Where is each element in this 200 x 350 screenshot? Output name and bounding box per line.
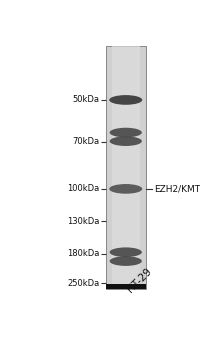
Bar <box>112 46 140 289</box>
Text: HT-29: HT-29 <box>126 266 154 294</box>
Text: 100kDa: 100kDa <box>67 184 99 194</box>
Text: 50kDa: 50kDa <box>72 96 99 104</box>
Text: 180kDa: 180kDa <box>67 249 99 258</box>
Text: 130kDa: 130kDa <box>67 217 99 226</box>
Bar <box>106 284 146 289</box>
Text: 250kDa: 250kDa <box>67 279 99 288</box>
Ellipse shape <box>110 256 142 266</box>
Ellipse shape <box>110 136 142 146</box>
Ellipse shape <box>110 247 142 257</box>
Text: 70kDa: 70kDa <box>72 137 99 146</box>
Ellipse shape <box>109 184 142 194</box>
Bar <box>106 46 146 289</box>
Ellipse shape <box>109 95 142 105</box>
Text: EZH2/KMT6: EZH2/KMT6 <box>154 184 200 194</box>
Ellipse shape <box>110 128 142 137</box>
